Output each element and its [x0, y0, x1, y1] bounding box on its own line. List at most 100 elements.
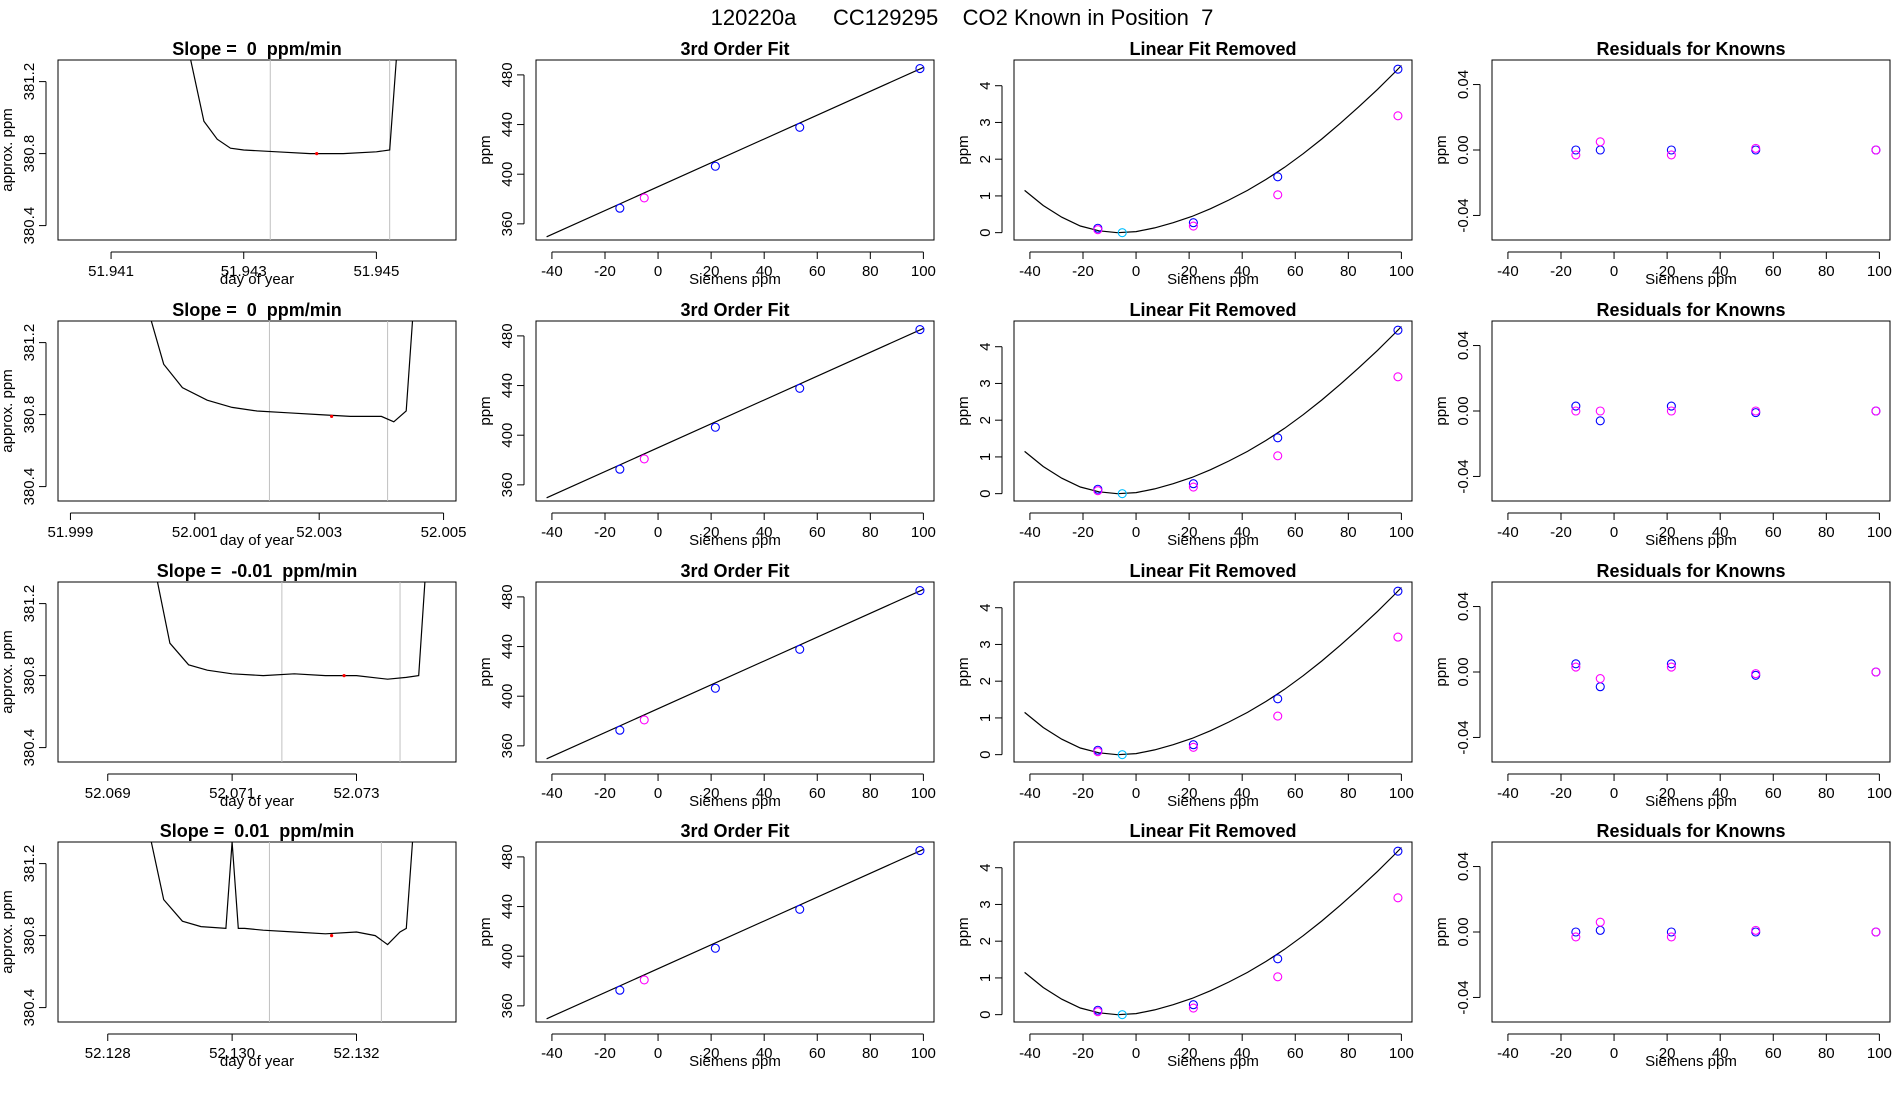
x-tick-label: 100 — [911, 785, 936, 802]
plot-frame — [1013, 59, 1413, 241]
x-tick-label: 40 — [756, 263, 773, 280]
data-point-magenta — [1093, 225, 1103, 235]
mean-point — [315, 152, 319, 156]
data-point-blue — [1273, 172, 1283, 182]
y-tick-label: 3 — [977, 118, 994, 126]
y-tick-label: 0.00 — [1455, 396, 1472, 425]
x-axis-label: Siemens ppm — [1167, 532, 1259, 549]
data-point-magenta — [1571, 932, 1581, 942]
y-tick-label: 0.00 — [1455, 917, 1472, 946]
y-tick-label: -0.04 — [1455, 720, 1472, 754]
fit-line — [546, 588, 924, 760]
data-point-blue — [710, 161, 720, 171]
x-tick-label: -40 — [1497, 263, 1519, 280]
data-point-magenta — [1188, 742, 1198, 752]
data-point-cyan — [1117, 489, 1127, 499]
data-point-magenta — [1273, 972, 1283, 982]
data-point-magenta — [1751, 143, 1761, 153]
x-tick-label: 40 — [1712, 785, 1729, 802]
data-point-blue — [1188, 479, 1198, 489]
x-axis-label: Siemens ppm — [689, 1053, 781, 1070]
panel-title: 3rd Order Fit — [680, 39, 789, 59]
x-tick-label: 60 — [1765, 263, 1782, 280]
x-tick-label: 60 — [1765, 785, 1782, 802]
plot-frame — [535, 581, 935, 763]
data-point-magenta — [1871, 145, 1881, 155]
x-tick-label: -40 — [1019, 524, 1041, 541]
y-tick-label: 0.04 — [1455, 592, 1472, 621]
x-tick-label: 52.001 — [172, 524, 218, 541]
data-point-blue — [1571, 145, 1581, 155]
curve-line — [1024, 326, 1402, 495]
y-tick-label: 380.4 — [21, 989, 38, 1027]
data-point-blue — [1666, 145, 1676, 155]
fit-line — [546, 66, 924, 238]
x-tick-label: -20 — [1072, 785, 1094, 802]
data-point-blue — [1595, 145, 1605, 155]
y-tick-label: 381.2 — [21, 63, 38, 101]
data-point-blue — [1571, 927, 1581, 937]
x-tick-label: -20 — [1550, 524, 1572, 541]
data-point-blue — [1595, 416, 1605, 426]
x-tick-label: 0 — [654, 785, 662, 802]
plot-frame — [1013, 320, 1413, 502]
x-tick-label: 60 — [1765, 1045, 1782, 1062]
x-tick-label: 0 — [1132, 785, 1140, 802]
plot-frame — [57, 841, 457, 1023]
y-tick-label: 0 — [977, 489, 994, 497]
y-tick-label: -0.04 — [1455, 459, 1472, 493]
panel-title: Slope = -0.01 ppm/min — [157, 561, 358, 581]
y-tick-label: 4 — [977, 864, 994, 872]
y-tick-label: 480 — [499, 62, 516, 87]
y-tick-label: 0.04 — [1455, 70, 1472, 99]
x-tick-label: 40 — [1712, 524, 1729, 541]
y-tick-label: 380.4 — [21, 729, 38, 767]
x-axis-label: day of year — [220, 271, 294, 288]
x-tick-label: 100 — [1867, 524, 1892, 541]
x-tick-label: 0 — [1132, 524, 1140, 541]
x-tick-label: 100 — [1389, 1045, 1414, 1062]
x-tick-label: -20 — [1072, 1045, 1094, 1062]
x-axis-label: Siemens ppm — [1167, 271, 1259, 288]
x-tick-label: -20 — [1072, 263, 1094, 280]
x-tick-label: 51.945 — [353, 263, 399, 280]
x-tick-label: 60 — [809, 263, 826, 280]
data-point-blue — [1188, 218, 1198, 228]
data-point-magenta — [1093, 486, 1103, 496]
x-tick-label: 51.943 — [221, 263, 267, 280]
data-point-magenta — [1188, 221, 1198, 231]
x-tick-label: -40 — [1019, 1045, 1041, 1062]
data-point-blue — [1595, 682, 1605, 692]
plot-frame — [1491, 841, 1891, 1023]
x-tick-label: 40 — [756, 524, 773, 541]
data-point-blue — [615, 725, 625, 735]
y-axis-label: ppm — [1433, 135, 1450, 164]
x-tick-label: 80 — [862, 1045, 879, 1062]
data-point-blue — [710, 943, 720, 953]
x-tick-label: 100 — [911, 1045, 936, 1062]
data-point-blue — [1571, 401, 1581, 411]
mean-point — [342, 674, 346, 678]
x-tick-label: 20 — [1181, 263, 1198, 280]
y-tick-label: 380.4 — [21, 207, 38, 245]
page-title: 120220a CC129295 CO2 Known in Position 7 — [711, 5, 1214, 30]
data-point-magenta — [1666, 932, 1676, 942]
data-point-magenta — [1393, 111, 1403, 121]
y-axis-label: approx. ppm — [0, 108, 16, 191]
x-tick-label: -20 — [1550, 263, 1572, 280]
x-tick-label: 0 — [1610, 1045, 1618, 1062]
x-axis-label: Siemens ppm — [689, 271, 781, 288]
data-point-magenta — [1571, 406, 1581, 416]
x-tick-label: -20 — [594, 524, 616, 541]
data-point-blue — [1273, 694, 1283, 704]
y-tick-label: 1 — [977, 714, 994, 722]
x-tick-label: -40 — [541, 785, 563, 802]
data-point-magenta — [1871, 406, 1881, 416]
y-axis-label: ppm — [955, 135, 972, 164]
y-tick-label: 0 — [977, 1010, 994, 1018]
data-point-magenta — [1273, 451, 1283, 461]
data-point-cyan — [1117, 750, 1127, 760]
data-point-magenta — [1666, 406, 1676, 416]
data-point-blue — [710, 683, 720, 693]
